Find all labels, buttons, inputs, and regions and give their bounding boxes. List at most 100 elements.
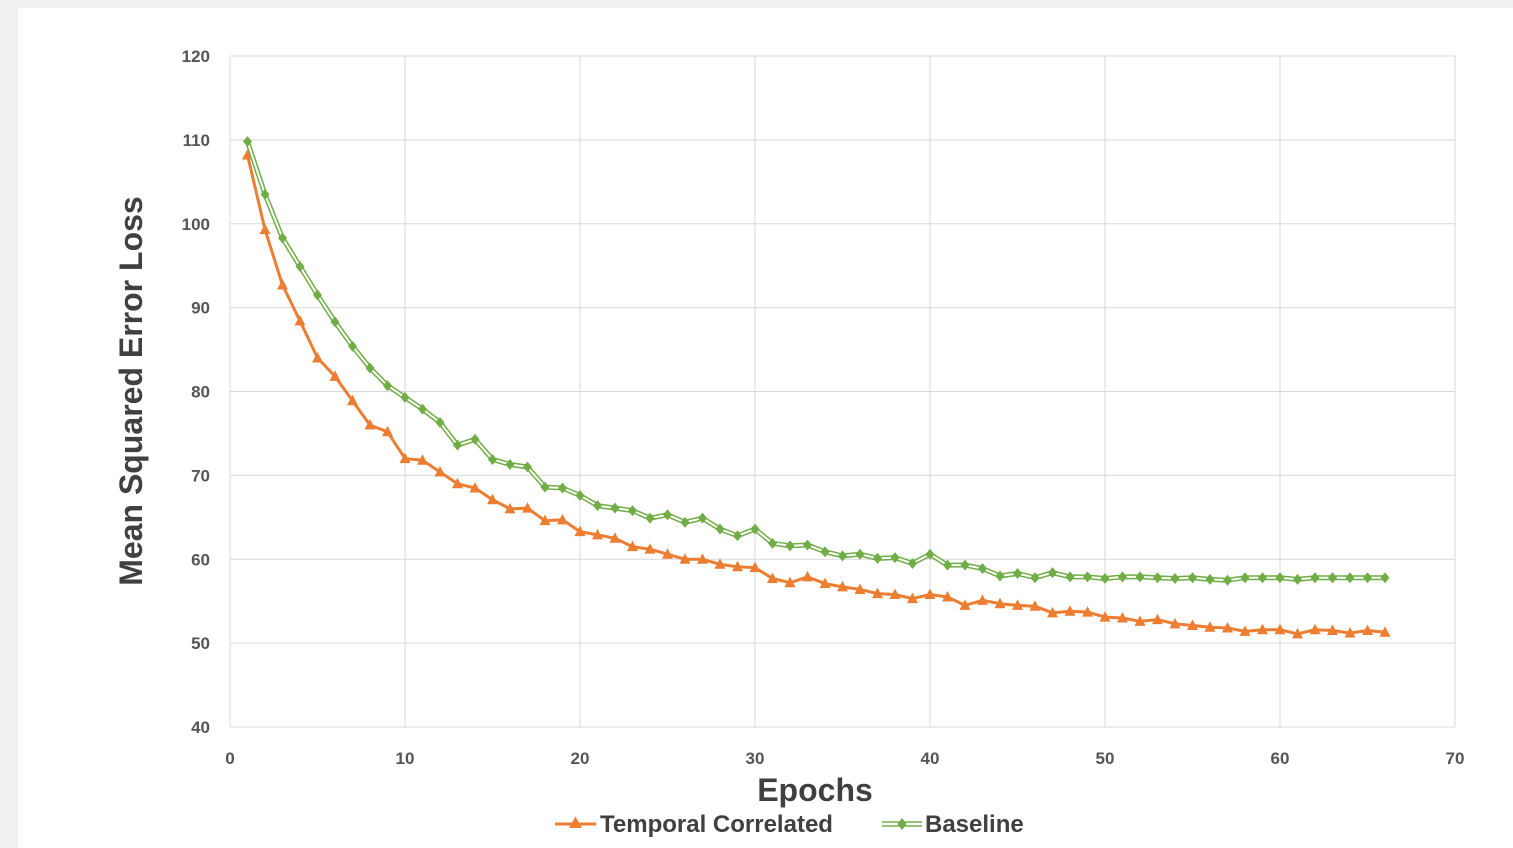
data-point-temporal-correlated	[889, 588, 901, 599]
data-point-temporal-correlated	[347, 394, 358, 406]
data-point-baseline	[1223, 574, 1232, 586]
data-point-baseline	[628, 505, 637, 517]
data-point-baseline	[890, 552, 900, 564]
data-point-temporal-correlated	[942, 590, 953, 602]
data-point-baseline	[260, 188, 270, 200]
y-tick-label: 70	[191, 466, 210, 485]
data-point-baseline	[1135, 571, 1145, 583]
series-line-baseline	[245, 140, 1385, 583]
data-point-temporal-correlated	[1099, 611, 1111, 622]
data-point-temporal-correlated	[837, 580, 848, 592]
data-point-temporal-correlated	[872, 587, 883, 599]
data-point-temporal-correlated	[1064, 605, 1076, 616]
data-point-baseline	[348, 340, 357, 352]
data-point-baseline	[400, 391, 410, 403]
data-point-temporal-correlated	[907, 592, 918, 604]
data-point-temporal-correlated	[452, 477, 463, 489]
data-point-baseline	[1205, 573, 1215, 585]
y-axis-title: Mean Squared Error Loss	[113, 196, 149, 585]
data-point-temporal-correlated	[1047, 606, 1058, 618]
data-point-baseline	[838, 550, 847, 562]
data-point-baseline	[1153, 572, 1162, 584]
y-tick-label: 100	[182, 215, 210, 234]
data-point-baseline	[523, 461, 532, 473]
data-point-baseline	[313, 289, 322, 301]
data-point-temporal-correlated	[854, 583, 866, 594]
grid-lines	[229, 55, 1456, 728]
data-point-temporal-correlated	[732, 560, 743, 572]
legend-item-temporal-correlated: Temporal Correlated	[555, 811, 833, 838]
data-point-temporal-correlated	[1117, 611, 1128, 623]
data-point-temporal-correlated	[364, 419, 376, 430]
line-chart: 40 50 60 70 80 90 100 110 120 0 10 20 30 40 50 60 70 Ep…	[113, 47, 1464, 838]
data-point-temporal-correlated	[697, 553, 708, 564]
legend: Temporal Correlated Baseline	[555, 811, 1024, 838]
y-tick-label: 90	[191, 299, 210, 318]
data-point-baseline	[1293, 573, 1302, 585]
legend-label-baseline: Baseline	[925, 811, 1024, 838]
data-point-temporal-correlated	[1134, 615, 1146, 626]
data-point-baseline	[330, 316, 340, 328]
data-point-baseline	[1258, 572, 1267, 584]
series-temporal-correlated	[242, 148, 1391, 639]
data-point-temporal-correlated	[1204, 621, 1216, 632]
data-point-temporal-correlated	[679, 553, 691, 564]
data-point-baseline	[785, 540, 795, 552]
data-point-baseline	[383, 380, 392, 392]
data-point-temporal-correlated	[1222, 622, 1233, 633]
data-point-temporal-correlated	[924, 588, 936, 599]
y-tick-label: 60	[191, 550, 210, 569]
data-point-baseline	[855, 548, 865, 560]
data-point-temporal-correlated	[1327, 624, 1338, 636]
data-point-temporal-correlated	[312, 351, 323, 363]
data-point-temporal-correlated	[382, 425, 393, 437]
data-point-temporal-correlated	[1309, 623, 1321, 635]
legend-item-baseline: Baseline	[882, 811, 1024, 838]
data-point-baseline	[1363, 572, 1372, 584]
data-point-baseline	[540, 481, 550, 493]
data-point-baseline	[488, 453, 497, 465]
data-point-baseline	[1100, 573, 1110, 585]
data-point-baseline	[768, 537, 777, 549]
data-point-baseline	[680, 516, 690, 528]
data-point-baseline	[1345, 572, 1355, 584]
data-point-baseline	[1275, 572, 1285, 584]
series-layer	[242, 136, 1391, 639]
y-tick-label: 80	[191, 383, 210, 402]
data-point-temporal-correlated	[1169, 617, 1181, 629]
data-point-baseline	[1030, 572, 1040, 584]
data-point-temporal-correlated	[749, 561, 761, 573]
data-point-baseline	[1310, 572, 1320, 584]
data-point-temporal-correlated	[487, 493, 498, 505]
data-point-temporal-correlated	[1362, 624, 1373, 636]
x-axis-ticks: 0 10 20 30 40 50 60 70	[225, 749, 1464, 768]
data-point-baseline	[873, 552, 882, 564]
data-point-baseline	[1240, 572, 1250, 584]
data-point-baseline	[960, 559, 970, 571]
data-point-baseline	[978, 562, 987, 574]
data-point-baseline	[908, 557, 917, 569]
data-point-baseline	[1188, 572, 1197, 584]
data-point-temporal-correlated	[819, 577, 831, 589]
x-tick-label: 30	[746, 749, 765, 768]
data-point-temporal-correlated	[399, 452, 411, 464]
data-point-baseline	[418, 403, 427, 415]
data-point-temporal-correlated	[522, 502, 533, 513]
x-tick-label: 70	[1446, 749, 1465, 768]
x-tick-label: 0	[225, 749, 234, 768]
y-tick-label: 50	[191, 634, 210, 653]
data-point-baseline	[1083, 571, 1092, 583]
y-tick-label: 110	[183, 131, 210, 150]
data-point-temporal-correlated	[1152, 613, 1163, 625]
x-axis-title: Epochs	[757, 772, 873, 808]
data-point-baseline	[1328, 572, 1337, 584]
data-point-baseline	[243, 136, 252, 148]
data-point-temporal-correlated	[434, 466, 446, 477]
data-point-temporal-correlated	[1029, 600, 1041, 611]
data-point-temporal-correlated	[557, 513, 568, 525]
data-point-temporal-correlated	[1012, 599, 1023, 610]
x-tick-label: 60	[1271, 749, 1290, 768]
data-point-temporal-correlated	[714, 558, 726, 569]
data-point-baseline	[365, 362, 375, 374]
data-point-temporal-correlated	[644, 543, 656, 554]
